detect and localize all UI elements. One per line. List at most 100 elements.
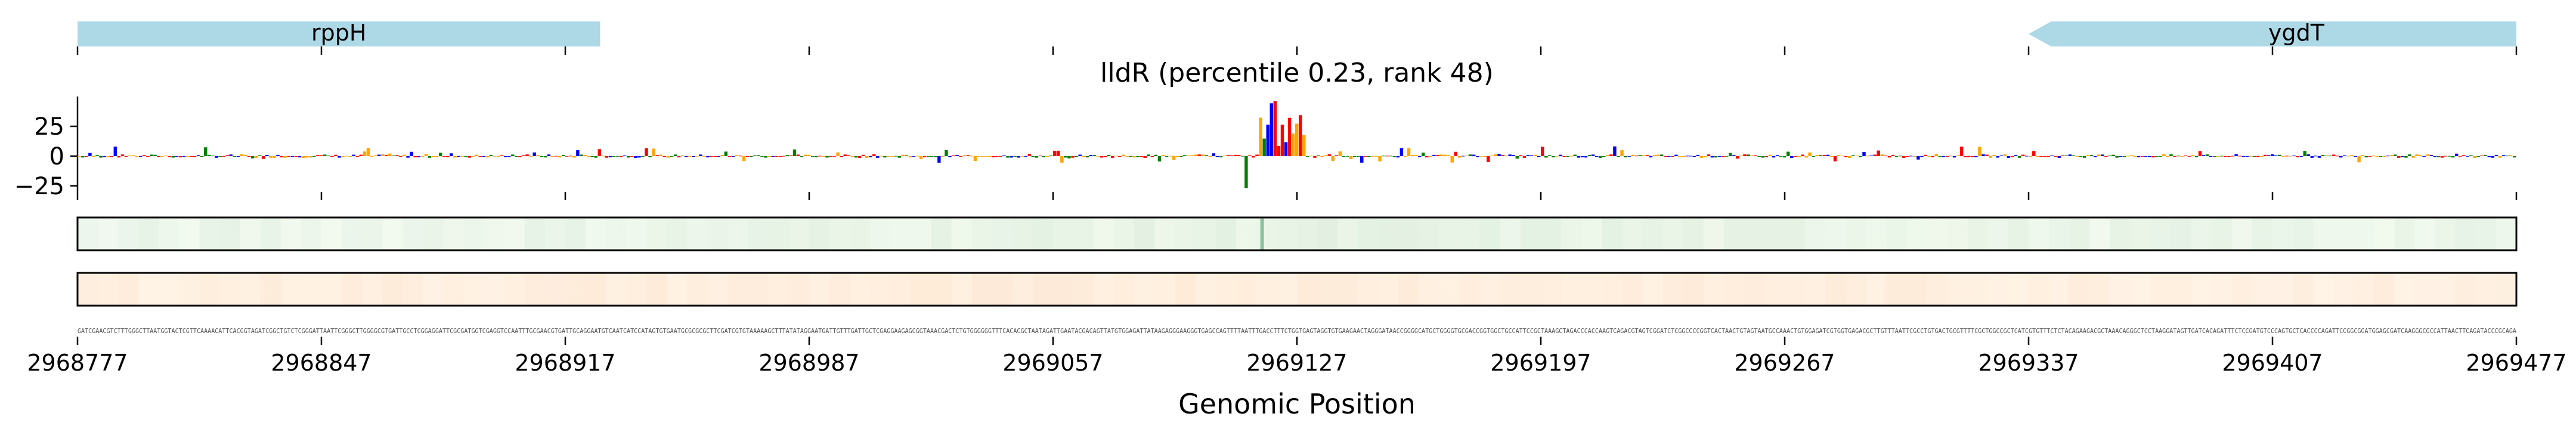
heatmap-2-background bbox=[78, 273, 2516, 306]
logo-mark bbox=[1815, 155, 1819, 156]
heatmap-cell bbox=[2089, 217, 2110, 250]
heatmap-cell bbox=[1785, 217, 1806, 250]
logo-mark bbox=[1721, 156, 1725, 157]
logo-mark bbox=[872, 154, 876, 156]
logo-mark bbox=[1577, 156, 1581, 158]
x-tick-label: 2969127 bbox=[1246, 350, 1347, 376]
logo-mark bbox=[1736, 156, 1739, 159]
logo-mark bbox=[2411, 156, 2415, 158]
heatmap-cell bbox=[423, 273, 443, 306]
heatmap-cell bbox=[2171, 217, 2191, 250]
logo-mark bbox=[655, 155, 659, 156]
logo-mark bbox=[1837, 155, 1841, 156]
heatmap-cell bbox=[626, 217, 646, 250]
logo-mark bbox=[2213, 156, 2216, 157]
logo-mark bbox=[1110, 156, 1114, 158]
logo-mark bbox=[648, 156, 652, 157]
heatmap-cell bbox=[2110, 217, 2131, 250]
logo-mark bbox=[2512, 156, 2516, 158]
heatmap-cell bbox=[484, 217, 504, 250]
logo-mark bbox=[1356, 156, 1360, 157]
logo-mark bbox=[315, 155, 320, 156]
logo-mark bbox=[262, 156, 265, 159]
logo-mark bbox=[973, 156, 977, 161]
logo-mark bbox=[670, 156, 674, 157]
heatmap-cell bbox=[2150, 217, 2171, 250]
heatmap-cell bbox=[382, 217, 402, 250]
logo-mark bbox=[605, 156, 609, 158]
heatmap-cell bbox=[423, 217, 444, 250]
logo-mark bbox=[1270, 103, 1274, 156]
logo-mark bbox=[1064, 156, 1067, 158]
logo-mark bbox=[482, 156, 486, 157]
logo-mark bbox=[887, 156, 890, 157]
x-tick-label: 2969197 bbox=[1490, 350, 1591, 376]
heatmap-cell bbox=[1032, 217, 1053, 250]
logo-mark bbox=[2007, 156, 2011, 158]
logo-mark bbox=[822, 156, 825, 157]
heatmap-cell bbox=[788, 273, 809, 306]
logo-mark bbox=[1584, 156, 1588, 158]
gene-track-ticks bbox=[76, 46, 2518, 55]
logo-mark bbox=[1512, 154, 1515, 156]
logo-mark bbox=[1013, 156, 1017, 157]
logo-mark bbox=[645, 148, 648, 156]
logo-mark bbox=[395, 155, 399, 156]
logo-mark bbox=[1020, 156, 1024, 157]
logo-mark bbox=[529, 156, 532, 157]
logo-mark bbox=[215, 156, 218, 158]
logo-mark bbox=[1360, 156, 1364, 163]
logo-mark bbox=[2180, 156, 2184, 157]
logo-mark bbox=[124, 156, 128, 157]
logo-mark bbox=[1302, 135, 1306, 156]
logo-mark bbox=[750, 156, 753, 157]
logo-mark bbox=[2137, 156, 2141, 157]
heatmap-cell bbox=[524, 273, 545, 306]
logo-mark bbox=[1598, 156, 1602, 158]
heatmap-cell bbox=[1297, 273, 1318, 306]
logo-mark bbox=[1674, 154, 1678, 156]
logo-mark bbox=[1794, 156, 1797, 157]
heatmap-cell bbox=[2415, 217, 2435, 250]
heatmap-cell bbox=[240, 273, 261, 306]
logo-mark bbox=[1342, 156, 1346, 157]
logo-y-axis: −25 025 bbox=[14, 113, 78, 200]
logo-mark bbox=[1057, 150, 1060, 156]
heatmap-2-cells bbox=[118, 273, 2516, 306]
logo-mark bbox=[1934, 154, 1938, 156]
logo-mark bbox=[2401, 156, 2404, 157]
logo-mark bbox=[554, 156, 558, 157]
heatmap-1-background bbox=[78, 217, 2516, 250]
logo-mark bbox=[1963, 156, 1967, 158]
logo-mark bbox=[2484, 155, 2487, 156]
logo-mark bbox=[999, 156, 1002, 157]
heatmap-cell bbox=[1073, 217, 1094, 250]
heatmap-cell bbox=[1744, 273, 1764, 306]
logo-mark bbox=[1367, 156, 1371, 157]
logo-mark bbox=[2166, 156, 2169, 157]
logo-mark bbox=[2501, 155, 2506, 156]
heatmap-cell bbox=[1154, 217, 1175, 250]
logo-mark bbox=[807, 154, 811, 156]
heatmap-cell bbox=[2496, 273, 2516, 306]
logo-mark bbox=[836, 152, 840, 156]
x-tick-label: 2968847 bbox=[271, 350, 371, 376]
heatmap-cell bbox=[1256, 217, 1277, 250]
heatmap-cell bbox=[1460, 273, 1480, 306]
logo-mark bbox=[1414, 155, 1418, 156]
logo-mark bbox=[1696, 154, 1700, 156]
logo-mark bbox=[485, 156, 490, 158]
logo-mark bbox=[1905, 156, 1909, 157]
logo-mark bbox=[2054, 156, 2057, 157]
heatmap-cell bbox=[2435, 273, 2456, 306]
heatmap-cell bbox=[992, 273, 1013, 306]
logo-mark bbox=[829, 156, 832, 157]
logo-mark bbox=[934, 156, 937, 157]
logo-mark bbox=[897, 156, 901, 158]
logo-mark bbox=[720, 155, 724, 156]
logo-mark bbox=[1396, 156, 1400, 158]
logo-mark bbox=[113, 147, 117, 156]
logo-mark bbox=[200, 156, 204, 157]
logo-mark bbox=[857, 156, 862, 158]
logo-mark bbox=[2079, 156, 2083, 157]
